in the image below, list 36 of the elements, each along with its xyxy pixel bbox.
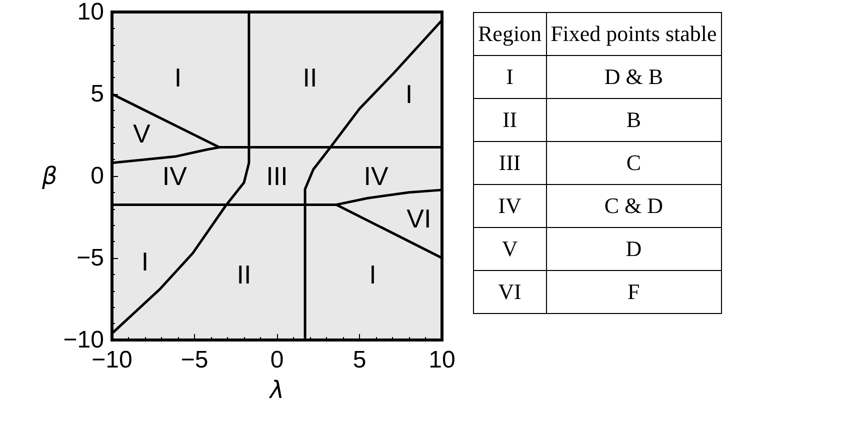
- y-tick-label: 10: [77, 0, 104, 26]
- text: II: [474, 98, 546, 142]
- annotation: I: [174, 62, 182, 93]
- text: D: [546, 228, 722, 270]
- y-tick-label: −10: [63, 326, 104, 354]
- text: C & D: [546, 184, 722, 228]
- y-tick-label: 0: [90, 162, 104, 190]
- text: V: [474, 228, 546, 270]
- text: I: [474, 56, 546, 98]
- x-tick-label: 0: [270, 346, 284, 374]
- annotation: V: [133, 118, 152, 148]
- text: Fixed points stable: [546, 12, 722, 56]
- annotation: I: [369, 259, 376, 290]
- text: C: [546, 142, 722, 184]
- text: III: [474, 142, 546, 184]
- x-tick-label: −5: [180, 346, 208, 374]
- text: Region: [474, 12, 546, 56]
- text: F: [546, 270, 722, 314]
- text: VI: [474, 270, 546, 314]
- annotation: IV: [162, 161, 188, 191]
- annotation: II: [302, 62, 318, 93]
- text: D & B: [546, 56, 722, 98]
- y-tick-label: 5: [90, 80, 104, 108]
- x-tick-label: 5: [352, 346, 366, 374]
- annotation: I: [141, 246, 149, 276]
- x-tick-label: 10: [428, 346, 456, 374]
- y-axis-title: β: [41, 162, 58, 190]
- text: IV: [474, 184, 546, 228]
- annotation: VI: [406, 204, 432, 234]
- annotation: II: [236, 259, 252, 290]
- x-axis-title: λ: [268, 376, 284, 404]
- y-tick-label: −5: [76, 244, 104, 272]
- annotation: IV: [364, 161, 389, 191]
- text: B: [546, 98, 722, 142]
- annotation: I: [405, 79, 413, 109]
- annotation: III: [266, 161, 288, 191]
